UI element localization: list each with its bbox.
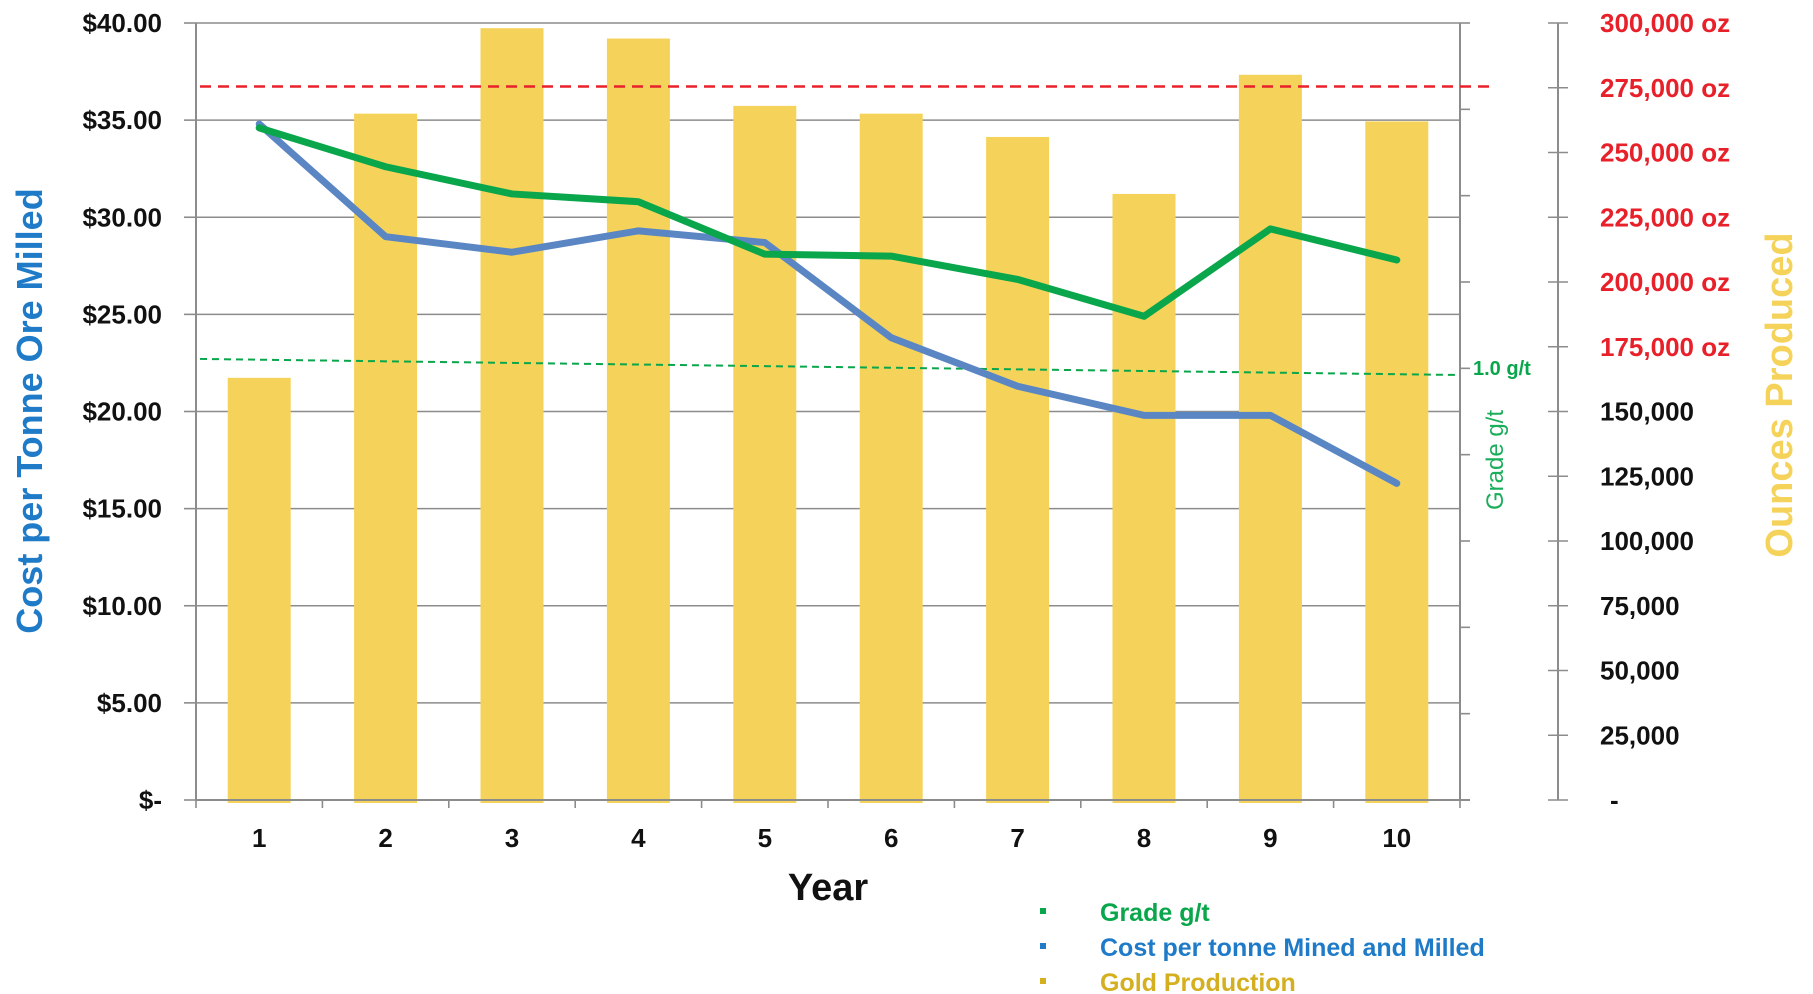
bar-gold-production — [606, 38, 670, 804]
legend-label-grade: Grade g/t — [1100, 899, 1210, 927]
tick-labels: $- $5.00 $10.00 $15.00 $20.00 $25.00 $30.00 $35… — [82, 8, 1730, 853]
axis-layer — [184, 22, 1568, 808]
y-tick-label-right: 125,000 — [1600, 461, 1694, 491]
y-tick-label-right: 300,000 oz — [1600, 8, 1730, 38]
x-tick-label: 6 — [884, 823, 898, 853]
y-tick-label-left: $5.00 — [97, 688, 162, 718]
legend-label-gold: Gold Production — [1100, 969, 1296, 994]
y-tick-label-right: 275,000 oz — [1600, 73, 1730, 103]
x-tick-label: 10 — [1382, 823, 1411, 853]
y-tick-label-right: 250,000 oz — [1600, 138, 1730, 168]
y-tick-label-right: 225,000 oz — [1600, 202, 1730, 232]
line-cost — [255, 120, 1401, 487]
y-tick-label-right: 175,000 oz — [1600, 332, 1730, 362]
bar-gold-production — [1365, 121, 1429, 804]
x-axis-title: Year — [788, 867, 869, 909]
bar-gold-production — [1112, 193, 1176, 803]
y-axis-title-grade: Grade g/t — [1482, 410, 1509, 510]
x-tick-label: 1 — [252, 823, 266, 853]
legend-label-cost: Cost per tonne Mined and Milled — [1100, 934, 1485, 962]
reference-lines: 1.0 g/t — [199, 85, 1531, 380]
x-tick-label: 8 — [1137, 823, 1151, 853]
y-axis-title-left: Cost per Tonne Ore Milled — [9, 188, 50, 633]
y-tick-label-right: 200,000 oz — [1600, 267, 1730, 297]
line-layer — [255, 120, 1401, 487]
y-tick-label-left: $25.00 — [82, 299, 162, 329]
bar-gold-production — [227, 377, 291, 803]
bar-gold-production — [480, 28, 544, 804]
y-tick-label-right: 75,000 — [1600, 591, 1680, 621]
y-tick-label-left: $30.00 — [82, 202, 162, 232]
y-tick-label-left: $20.00 — [82, 397, 162, 427]
legend-swatch-cost — [1040, 943, 1046, 949]
legend-swatch-gold — [1040, 978, 1046, 984]
bar-gold-production — [733, 105, 797, 803]
reference-line-label: 1.0 g/t — [1473, 358, 1531, 380]
x-tick-label: 9 — [1263, 823, 1277, 853]
line-grade — [255, 124, 1401, 320]
y-tick-label-left: $35.00 — [82, 105, 162, 135]
y-tick-label-right: 25,000 — [1600, 720, 1680, 750]
legend: Grade g/t Cost per tonne Mined and Mille… — [1040, 899, 1485, 994]
reference-line-green — [199, 357, 1456, 376]
y-tick-label-right: 150,000 — [1600, 397, 1694, 427]
y-tick-label-right: 100,000 — [1600, 526, 1694, 556]
bar-gold-production — [1238, 74, 1302, 804]
bar-gold-production — [859, 113, 923, 803]
x-tick-label: 4 — [631, 823, 646, 853]
x-tick-label: 2 — [378, 823, 392, 853]
x-tick-label: 7 — [1010, 823, 1024, 853]
y-tick-label-right: 50,000 — [1600, 656, 1680, 686]
bar-gold-production — [354, 113, 418, 803]
y-tick-label-left: $40.00 — [82, 8, 162, 38]
bar-layer — [227, 28, 1429, 804]
y-tick-label-left: $- — [139, 785, 162, 815]
y-tick-label-left: $10.00 — [82, 591, 162, 621]
y-axis-title-right: Ounces Produced — [1759, 232, 1801, 557]
legend-swatch-grade — [1040, 908, 1046, 914]
x-tick-label: 5 — [758, 823, 772, 853]
bar-gold-production — [986, 136, 1050, 803]
y-tick-label-left: $15.00 — [82, 494, 162, 524]
y-tick-label-right: - — [1610, 785, 1619, 815]
x-tick-label: 3 — [505, 823, 519, 853]
